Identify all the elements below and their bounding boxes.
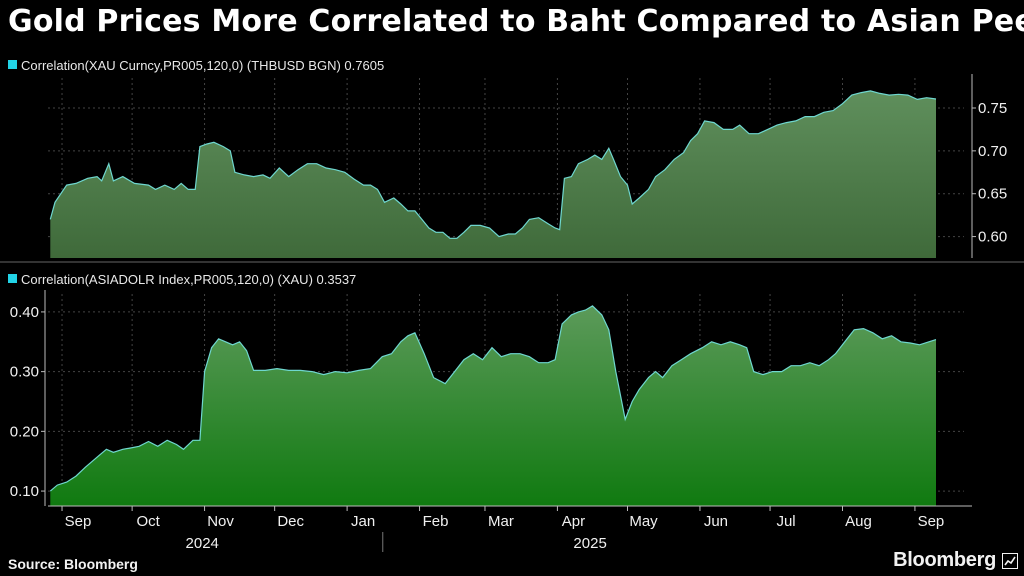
legend-swatch-top (8, 60, 17, 69)
y-tick-label-top-1: 0.65 (978, 186, 1007, 203)
series-line-bottom (49, 305, 937, 492)
chart-title: Gold Prices More Correlated to Baht Comp… (8, 4, 1024, 39)
year-label-0: 2024 (186, 535, 219, 552)
y-tick-label-bottom-1: 0.20 (10, 423, 39, 440)
x-tick-label-0: Sep (65, 513, 92, 530)
x-tick-label-9: Jun (704, 513, 728, 530)
year-label-1: 2025 (573, 535, 606, 552)
y-tick-label-top-0: 0.60 (978, 229, 1007, 246)
legend-label-bottom: Correlation(ASIADOLR Index,PR005,120,0) … (21, 272, 357, 287)
y-tick-label-top-3: 0.75 (978, 100, 1007, 117)
bloomberg-logo-icon (1002, 553, 1018, 569)
y-tick-label-bottom-2: 0.30 (10, 364, 39, 381)
legend-swatch-bottom (8, 274, 17, 283)
source-note: Source: Bloomberg (8, 556, 138, 572)
brand-logo-text: Bloomberg (893, 549, 996, 571)
legend-top: Correlation(XAU Curncy,PR005,120,0) (THB… (8, 58, 384, 73)
legend-label-top: Correlation(XAU Curncy,PR005,120,0) (THB… (21, 58, 385, 73)
y-tick-label-bottom-0: 0.10 (10, 483, 39, 500)
x-tick-label-6: Mar (488, 513, 514, 530)
x-tick-label-12: Sep (918, 513, 945, 530)
x-tick-label-10: Jul (776, 513, 795, 530)
y-tick-label-top-2: 0.70 (978, 143, 1007, 160)
y-tick-label-bottom-3: 0.40 (10, 304, 39, 321)
x-tick-label-11: Aug (845, 513, 872, 530)
x-tick-label-7: Apr (562, 513, 585, 530)
x-tick-label-4: Jan (351, 513, 375, 530)
x-tick-label-3: Dec (277, 513, 304, 530)
x-tick-label-1: Oct (136, 513, 160, 530)
x-tick-label-2: Nov (207, 513, 234, 530)
area-fill-top (50, 90, 937, 259)
series-line-top (49, 90, 937, 239)
x-tick-label-8: May (629, 513, 658, 530)
legend-bottom: Correlation(ASIADOLR Index,PR005,120,0) … (8, 272, 356, 287)
x-tick-label-5: Feb (423, 513, 449, 530)
area-fill-bottom (50, 305, 937, 506)
